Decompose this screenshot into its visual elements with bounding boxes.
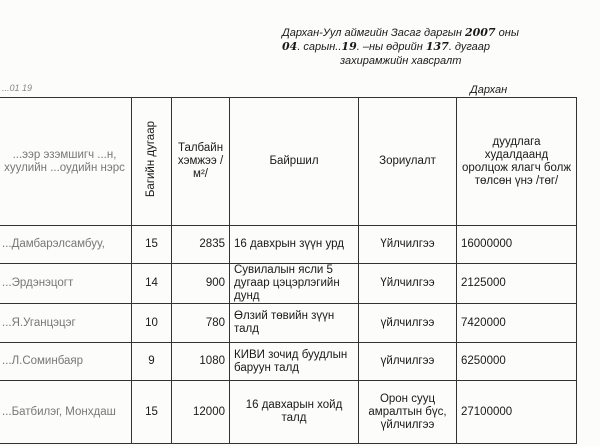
city-label: Дархан: [470, 84, 508, 96]
header-text: оны: [498, 27, 519, 39]
bag-cell: 9: [131, 342, 172, 381]
area-cell: 900: [171, 263, 230, 304]
handwritten-number: 137: [425, 40, 449, 53]
area-cell: 780: [171, 303, 230, 343]
location-cell: 16 давхарын хойд талд: [229, 380, 359, 444]
price-cell: 6250000: [456, 342, 577, 381]
decree-header: Дархан-Уул аймгийн Засаг даргын 2007 оны…: [282, 26, 582, 68]
header-text: Дархан-Уул аймгийн Засаг даргын: [282, 27, 462, 39]
bag-cell: 10: [131, 303, 172, 343]
purpose-cell: Орон сууц амралтын бүс, үйлчилгээ: [358, 380, 457, 444]
owner-cell: ...Батбилэг, Монхдаш: [0, 380, 132, 444]
header-text: . дугаар: [448, 41, 491, 53]
purpose-cell: үйлчилгээ: [358, 342, 457, 381]
header-text: захирамжийн хавсралт: [340, 55, 462, 67]
area-cell: 12000: [171, 380, 230, 444]
owner-cell: ...Л.Соминбаяр: [0, 342, 132, 381]
handwritten-month: 04: [282, 40, 298, 53]
header-text: . сарын..: [297, 41, 342, 53]
col-purpose: Зориулалт: [358, 97, 457, 226]
purpose-cell: үйлчилгээ: [358, 303, 457, 343]
owner-cell: ...Я.Уганцэцэг: [0, 303, 132, 343]
area-cell: 1080: [171, 342, 230, 381]
col-bag: Багийн дугаар: [131, 97, 172, 226]
location-cell: Сувилалын ясли 5 дугаар цэцэрлэгийн дунд: [229, 263, 359, 304]
table-row: ...Батбилэг, Монхдаш 15 12000 16 давхарын х…: [0, 380, 577, 444]
price-cell: 7420000: [456, 303, 577, 343]
col-bag-label: Багийн дугаар: [145, 121, 157, 198]
header-text: . –ны өдрийн: [356, 41, 423, 53]
price-cell: 27100000: [456, 380, 577, 444]
col-area: Талбайн хэмжээ /м²/: [171, 97, 230, 226]
col-price: дуудлага худалдаанд оролцож ялагч болж т…: [456, 97, 577, 226]
table-row: ...Эрдэнэцогт 14 900 Сувилалын ясли 5 дугаа…: [0, 263, 577, 304]
bag-cell: 14: [131, 263, 172, 304]
location-cell: КИВИ зочид буудлын баруун талд: [229, 342, 359, 381]
owner-cell: ...Дамбарэлсамбуу,: [0, 225, 132, 264]
bag-cell: 15: [131, 225, 172, 264]
handwritten-year: 2007: [464, 26, 496, 39]
owner-cell: ...Эрдэнэцогт: [0, 263, 132, 304]
land-auction-table: ...ээр эзэмшигч ...н, хуулийн ...оудийн …: [0, 97, 577, 444]
table-row: ...Л.Соминбаяр 9 1080 КИВИ зочид буудлын ба…: [0, 342, 577, 381]
col-owner: ...ээр эзэмшигч ...н, хуулийн ...оудийн …: [0, 97, 132, 226]
table-row: ...Дамбарэлсамбуу, 15 2835 16 давхрын зүүн …: [0, 225, 577, 264]
col-location: Байршил: [229, 97, 359, 226]
location-cell: Өлзий төвийн зүүн талд: [229, 303, 359, 343]
purpose-cell: Үйлчилгээ: [358, 263, 457, 304]
price-cell: 2125000: [456, 263, 577, 304]
price-cell: 16000000: [456, 225, 577, 264]
table-row: ...Я.Уганцэцэг 10 780 Өлзий төвийн зүүн тал…: [0, 303, 577, 343]
area-cell: 2835: [171, 225, 230, 264]
bag-cell: 15: [131, 380, 172, 444]
handwritten-day: 19: [341, 40, 357, 53]
reference-number: ...01 19: [2, 83, 33, 93]
table-header-row: ...ээр эзэмшигч ...н, хуулийн ...оудийн …: [0, 97, 577, 226]
location-cell: 16 давхрын зүүн урд: [229, 225, 359, 264]
purpose-cell: Үйлчилгээ: [358, 225, 457, 264]
